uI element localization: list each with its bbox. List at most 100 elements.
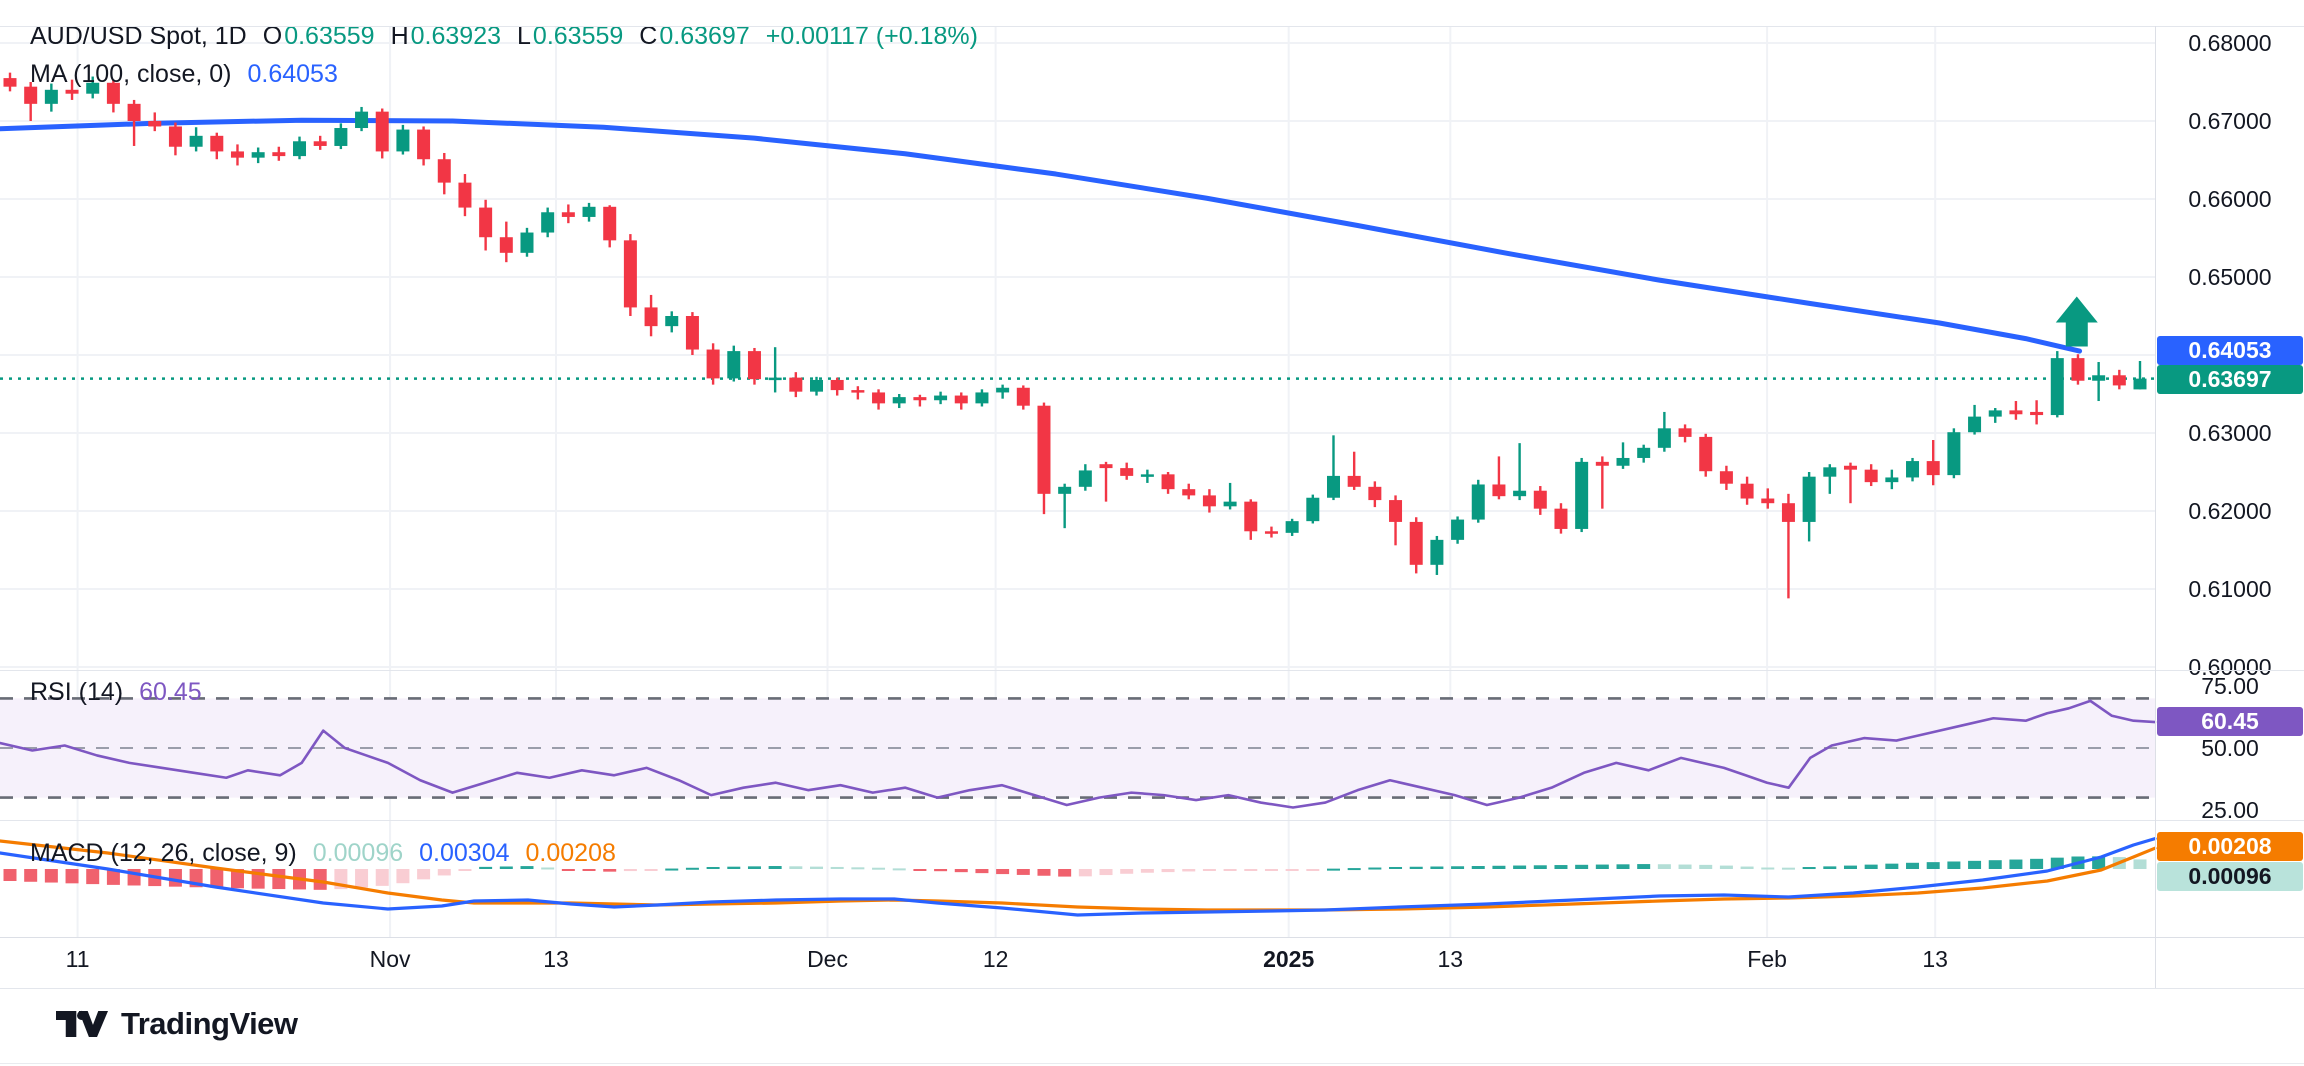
candle-body	[2030, 411, 2044, 416]
candle-body	[458, 182, 472, 208]
macd-histogram-bar	[1699, 864, 1713, 869]
candle-body	[1140, 474, 1154, 477]
price-tick-label: 0.68000	[2188, 30, 2272, 56]
macd-histogram-bar	[747, 866, 761, 869]
candle-body	[1389, 500, 1403, 522]
candle-body	[851, 390, 865, 393]
macd-histogram-bar	[1554, 865, 1568, 869]
candle-body	[24, 86, 38, 104]
candle-body	[1409, 521, 1423, 565]
ma-label: MA (100, close, 0)	[30, 60, 232, 88]
candle-body	[1616, 457, 1630, 466]
macd-histogram-bar	[2050, 857, 2064, 869]
candle-body	[1802, 476, 1816, 522]
price-tick-label: 0.67000	[2188, 108, 2272, 134]
price-tick-label: 0.60000	[2188, 654, 2272, 680]
macd-histogram-bar	[561, 869, 575, 871]
price-tick-label: 0.61000	[2188, 576, 2272, 602]
widget-bottom-border	[0, 988, 2304, 989]
candle-wick	[1228, 482, 1232, 510]
macd-histogram-bar	[499, 866, 513, 869]
macd-histogram-bar	[872, 867, 886, 870]
macd-histogram-bar	[1244, 869, 1258, 871]
macd-histogram-bar	[685, 867, 699, 870]
candle-wick	[1332, 435, 1335, 501]
macd-histogram-bar	[582, 869, 596, 871]
macd-histogram-bar	[1843, 865, 1857, 869]
rsi-legend[interactable]: RSI (14) 60.45	[30, 678, 202, 707]
macd-histogram-bar	[1347, 868, 1361, 871]
page-bottom-border	[0, 1063, 2304, 1064]
macd-histogram-bar	[1161, 869, 1175, 873]
price-tick-label: 0.65000	[2188, 264, 2272, 290]
pane-top-border	[0, 26, 2304, 27]
candle-body	[685, 316, 699, 350]
macd-histogram-bar	[1078, 869, 1092, 877]
tradingview-logo[interactable]: TradingView	[56, 1006, 298, 1042]
macd-histogram-bar	[1616, 864, 1630, 869]
candle-body	[1781, 503, 1795, 522]
candle-body	[2092, 375, 2106, 381]
macd-pane-separator[interactable]	[0, 820, 2304, 821]
macd-histogram-bar	[1016, 869, 1030, 875]
macd-histogram-bar	[851, 867, 865, 870]
candle-body	[86, 82, 100, 94]
time-tick-label: 2025	[1263, 946, 1315, 972]
candle-body	[210, 135, 224, 152]
candle-body	[1554, 508, 1568, 529]
macd-hist-value: 0.00096	[312, 839, 404, 867]
candle-body	[520, 232, 534, 253]
macd-histogram-bar	[1058, 869, 1072, 877]
time-tick-label: 11	[65, 946, 90, 972]
candle-body	[1864, 469, 1878, 483]
macd-histogram-bar	[830, 866, 844, 869]
candle-body	[3, 78, 17, 87]
macd-histogram-bar	[520, 866, 534, 869]
candle-body	[1761, 498, 1775, 504]
candle-body	[1326, 475, 1340, 498]
tradingview-logo-icon	[56, 1010, 108, 1037]
macd-histogram-bar	[375, 869, 389, 886]
candle-body	[1120, 468, 1134, 476]
macd-histogram-bar	[1575, 864, 1589, 869]
candle-body	[1244, 501, 1258, 532]
ma-legend[interactable]: MA (100, close, 0) 0.64053	[30, 60, 338, 89]
macd-histogram-bar	[768, 866, 782, 869]
macd-histogram-bar	[975, 869, 989, 874]
candle-body	[1678, 428, 1692, 437]
candle-body	[1016, 387, 1030, 406]
candle-wick	[132, 99, 136, 146]
candle-body	[1223, 501, 1237, 507]
macd-histogram-bar	[706, 866, 720, 869]
macd-histogram-bar	[1802, 867, 1816, 870]
macd-histogram-bar	[417, 869, 431, 880]
candle-body	[561, 212, 575, 217]
rsi-pane-separator[interactable]	[0, 670, 2304, 671]
candle-wick	[1787, 493, 1790, 599]
macd-histogram-bar	[1637, 864, 1651, 869]
macd-histogram-bar	[1182, 869, 1196, 872]
candle-body	[313, 141, 327, 146]
candle-body	[789, 377, 803, 392]
macd-histogram-bar	[1719, 865, 1733, 869]
candle-body	[1575, 461, 1589, 529]
macd-histogram-bar	[1223, 869, 1237, 871]
candle-body	[1988, 410, 2002, 417]
macd-histogram-bar	[2009, 859, 2023, 869]
candle-body	[706, 349, 720, 379]
rsi-value-badge: 60.45	[2157, 707, 2303, 737]
macd-histogram-bar	[603, 869, 617, 872]
macd-legend[interactable]: MACD (12, 26, close, 9) 0.00096 0.00304 …	[30, 839, 616, 868]
time-tick-label: Feb	[1747, 946, 1787, 972]
macd-histogram-bar	[2133, 859, 2147, 869]
time-tick-label: 13	[543, 946, 569, 972]
bullish-arrow-icon[interactable]	[2055, 296, 2098, 347]
macd-histogram-bar	[1326, 868, 1340, 871]
macd-histogram-bar	[24, 869, 38, 882]
macd-histogram-bar	[86, 869, 100, 885]
time-tick-label: 12	[982, 946, 1009, 972]
candle-body	[396, 129, 410, 152]
macd-histogram-bar	[1368, 867, 1382, 870]
